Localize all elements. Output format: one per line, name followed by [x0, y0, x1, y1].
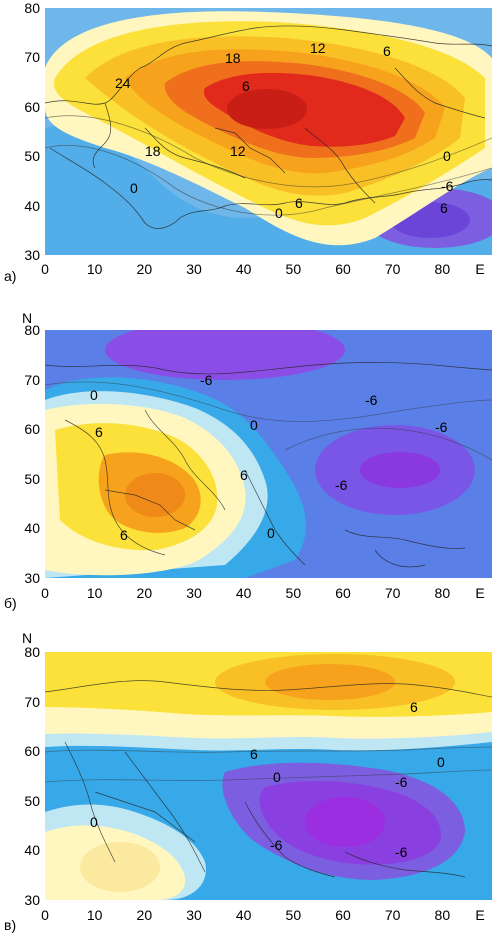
contour-map-b: -6 0 -6 6 0 -6 6 -6 0 6 [45, 330, 492, 578]
x-tick-label: 60 [335, 585, 351, 601]
map-a: 18 12 24 6 18 12 6 0 6 0 -6 0 6 [45, 8, 492, 255]
contour-label: 24 [115, 75, 131, 91]
y-tick-label: 40 [24, 520, 40, 537]
y-tick-label: 30 [24, 247, 40, 263]
panel-c: 6 6 0 0 -6 0 -6 -6 в) N 80 70 60 50 40 30 0 10 20 30 40 5… [0, 622, 500, 938]
x-tick-label: 0 [41, 261, 49, 277]
contour-label: -6 [200, 372, 213, 388]
contour-label: 0 [130, 180, 138, 196]
x-tick-label: 50 [285, 585, 302, 601]
contour-label: 6 [250, 746, 258, 762]
contour-label: 12 [310, 40, 326, 56]
x-tick-label: 40 [235, 261, 252, 277]
y-tick-label: 60 [24, 743, 40, 760]
y-tick-label: 80 [24, 322, 40, 338]
contour-label: 6 [410, 699, 418, 715]
x-tick-label: 10 [86, 585, 103, 601]
panel-a: 18 12 24 6 18 12 6 0 6 0 -6 0 6 а) 80 70 60 50 40 30 0 10 2… [0, 0, 500, 300]
x-tick-label: 60 [335, 261, 351, 277]
x-tick-label: E [475, 585, 485, 601]
contour-label: -6 [395, 844, 408, 860]
y-axis-title-b: N [22, 310, 33, 326]
y-tick-label: 50 [24, 148, 40, 165]
x-tick-label: 40 [235, 585, 252, 601]
x-tick-label: 50 [285, 907, 302, 923]
x-tick-label: 30 [186, 585, 202, 601]
contour-label: 0 [267, 525, 275, 541]
y-tick-label: 30 [24, 570, 40, 586]
x-tick-label: 80 [434, 261, 451, 277]
contour-label: 0 [90, 814, 98, 830]
x-tick-label: 10 [86, 907, 103, 923]
contour-label: 6 [120, 527, 128, 543]
y-tick-label: 50 [24, 792, 40, 809]
contour-label: 6 [240, 467, 248, 483]
contour-label: 0 [273, 769, 281, 785]
x-tick-label: 0 [41, 585, 49, 601]
contour-label: -6 [441, 178, 454, 194]
y-tick-label: 70 [24, 371, 40, 388]
contour-label: 6 [242, 78, 250, 94]
contour-label: 12 [230, 143, 246, 159]
y-tick-label: 80 [24, 0, 40, 16]
x-tick-label: 70 [384, 585, 401, 601]
contour-label: 0 [90, 387, 98, 403]
contour-label: 0 [275, 205, 283, 221]
x-tick-label: 70 [384, 907, 401, 923]
contour-label: -6 [435, 419, 448, 435]
y-tick-label: 80 [24, 644, 40, 660]
y-tick-label: 60 [24, 98, 40, 115]
contour-label: 18 [225, 50, 241, 66]
y-tick-label: 60 [24, 421, 40, 438]
y-tick-label: 70 [24, 693, 40, 710]
x-tick-label: E [475, 261, 485, 277]
panel-b: -6 0 -6 6 0 -6 6 -6 0 6 б) N 80 70 60 50 40 30 0 10 20 30… [0, 310, 500, 620]
contour-label: 6 [440, 200, 448, 216]
contour-label: 6 [95, 424, 103, 440]
y-tick-label: 40 [24, 197, 40, 214]
panel-label-c: в) [4, 917, 17, 933]
contour-label: 18 [145, 143, 161, 159]
contour-label: 0 [443, 148, 451, 164]
y-tick-label: 40 [24, 842, 40, 859]
contour-label: 6 [295, 195, 303, 211]
map-c: 6 6 0 0 -6 0 -6 -6 [45, 652, 492, 900]
x-tick-label: 20 [136, 261, 153, 277]
y-tick-label: 30 [24, 892, 40, 908]
y-tick-label: 50 [24, 470, 40, 487]
contour-labels-b: -6 0 -6 6 0 -6 6 -6 0 6 [90, 372, 448, 543]
contour-label: 0 [250, 417, 258, 433]
x-tick-label: E [475, 907, 485, 923]
x-tick-label: 30 [186, 907, 202, 923]
contour-label: -6 [270, 837, 283, 853]
contour-label: -6 [365, 392, 378, 408]
panel-label-b: б) [4, 595, 17, 611]
x-tick-label: 40 [235, 907, 252, 923]
contour-label: 6 [383, 43, 391, 59]
x-tick-label: 70 [384, 261, 401, 277]
x-tick-label: 80 [434, 585, 451, 601]
contour-label: -6 [395, 774, 408, 790]
x-tick-label: 0 [41, 907, 49, 923]
x-tick-label: 50 [285, 261, 302, 277]
panel-label-a: а) [4, 268, 17, 284]
x-tick-label: 80 [434, 907, 451, 923]
x-tick-label: 60 [335, 907, 351, 923]
y-tick-label: 70 [24, 49, 40, 66]
map-b: -6 0 -6 6 0 -6 6 -6 0 6 [45, 330, 492, 578]
x-tick-label: 20 [136, 585, 153, 601]
x-tick-label: 10 [86, 261, 103, 277]
x-tick-label: 30 [186, 261, 202, 277]
x-tick-label: 20 [136, 907, 153, 923]
y-axis-title-c: N [22, 630, 33, 646]
contour-label: 0 [437, 754, 445, 770]
contour-label: -6 [335, 477, 348, 493]
